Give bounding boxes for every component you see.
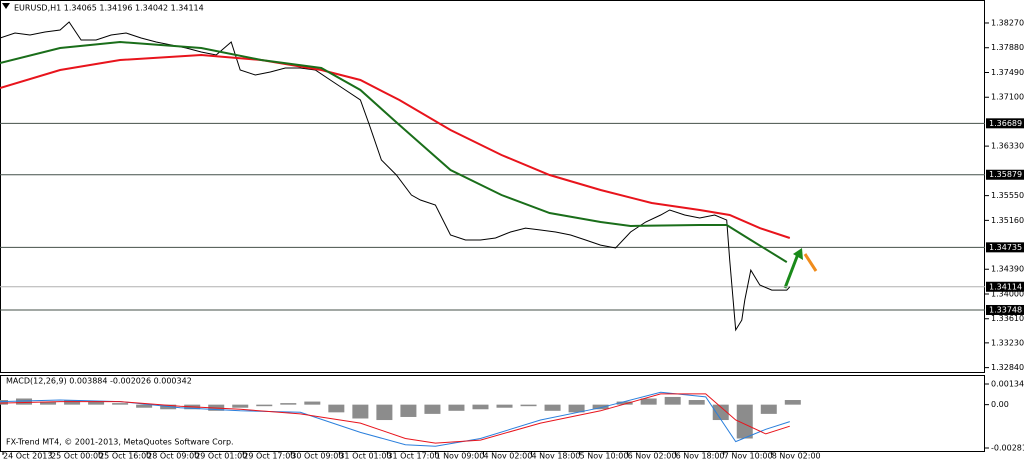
- last-price-label: 1.34114: [989, 282, 1022, 291]
- histogram-bar: [280, 403, 297, 405]
- y-tick-label: 1.37100: [991, 93, 1024, 102]
- x-tick-label: 1 Nov 09:00: [435, 452, 484, 461]
- histogram-bar: [232, 404, 249, 408]
- histogram-bar: [712, 404, 729, 421]
- histogram-bar: [400, 404, 417, 417]
- x-tick-label: 4 Nov 02:00: [483, 452, 532, 461]
- level-box: [986, 242, 1024, 253]
- y-tick-label: 0.001341: [991, 380, 1024, 389]
- histogram-bar: [376, 404, 393, 421]
- x-tick-label: 31 Oct 17:00: [387, 452, 439, 461]
- x-tick-label: 25 Oct 16:00: [99, 452, 151, 461]
- histogram-bar: [256, 404, 273, 407]
- histogram-bar: [568, 404, 585, 413]
- price-line: [0, 21, 791, 332]
- histogram-bar: [16, 398, 33, 405]
- histogram-bar: [640, 398, 657, 405]
- histogram-bar: [496, 404, 513, 408]
- arrow: [783, 253, 800, 289]
- y-tick-label: 1.35550: [991, 191, 1024, 200]
- histogram-bar: [544, 404, 561, 411]
- level-box: [986, 118, 1024, 129]
- indicator-line: [0, 391, 790, 447]
- y-tick-label: 1.32840: [991, 363, 1024, 372]
- x-tick-label: 6 Nov 02:00: [628, 452, 677, 461]
- histogram-bar: [424, 404, 441, 414]
- y-tick-label: 1.34390: [991, 265, 1024, 274]
- histogram-bar: [352, 404, 369, 419]
- histogram-bar: [520, 404, 537, 407]
- x-tick-label: 7 Nov 10:00: [724, 452, 773, 461]
- last-price-box: [986, 281, 1024, 292]
- main-panel: [0, 0, 985, 373]
- histogram-bar: [112, 403, 129, 405]
- histogram-bar: [0, 400, 8, 405]
- copyright: FX-Trend MT4, © 2001-2013, MetaQuotes So…: [6, 438, 234, 447]
- y-tick-label: 1.36330: [991, 142, 1024, 151]
- histogram-bar: [616, 401, 633, 405]
- x-tick-label: 8 Nov 02:00: [772, 452, 821, 461]
- x-tick-label: 5 Nov 10:00: [580, 452, 629, 461]
- histogram-bar: [64, 400, 81, 405]
- level-label: 1.35879: [989, 170, 1022, 179]
- histogram-bar: [592, 404, 609, 410]
- histogram-bar: [88, 401, 105, 405]
- x-tick-label: 24 Oct 2013: [3, 452, 52, 461]
- histogram-bar: [736, 404, 753, 439]
- histogram-bar: [40, 401, 57, 405]
- level-box: [986, 304, 1024, 315]
- y-tick-label: 1.34000: [991, 289, 1024, 298]
- moving-average: [0, 40, 788, 263]
- histogram-bar: [784, 400, 801, 405]
- macd-panel: [0, 375, 985, 452]
- y-tick-label: 1.35160: [991, 216, 1024, 225]
- histogram-bar: [760, 404, 777, 414]
- x-tick-label: 30 Oct 09:00: [291, 452, 343, 461]
- y-tick-label: 0.00: [991, 400, 1009, 409]
- y-tick-label: -0.002816: [991, 444, 1024, 453]
- y-tick-label: 1.37880: [991, 43, 1024, 52]
- level-label: 1.33748: [989, 305, 1022, 314]
- level-box: [986, 169, 1024, 180]
- x-tick-label: 6 Nov 18:00: [676, 452, 725, 461]
- x-tick-label: 29 Oct 01:00: [195, 452, 247, 461]
- arrow-head: [793, 248, 803, 260]
- histogram-bar: [448, 404, 465, 411]
- moving-average: [0, 53, 791, 239]
- histogram-bar: [304, 401, 321, 405]
- x-tick-label: 31 Oct 01:00: [339, 452, 391, 461]
- x-tick-label: 29 Oct 17:00: [243, 452, 295, 461]
- y-tick-label: 1.37490: [991, 68, 1024, 77]
- x-tick-label: 25 Oct 00:00: [51, 452, 103, 461]
- x-tick-label: 4 Nov 18:00: [532, 452, 581, 461]
- indicator-title: MACD(12,26,9) 0.003884 -0.002026 0.00034…: [6, 377, 192, 386]
- indicator-line: [0, 393, 790, 444]
- level-label: 1.36689: [989, 119, 1022, 128]
- y-tick-label: 1.33230: [991, 338, 1024, 347]
- histogram-bar: [688, 400, 705, 405]
- chart-title: EURUSD,H1 1.34065 1.34196 1.34042 1.3411…: [14, 4, 204, 13]
- icon: [2, 3, 10, 9]
- y-tick-label: 1.38270: [991, 18, 1024, 27]
- level-label: 1.34735: [989, 243, 1022, 252]
- histogram-bar: [664, 396, 681, 405]
- x-tick-label: 28 Oct 09:00: [147, 452, 199, 461]
- y-tick-label: 1.33610: [991, 314, 1024, 323]
- histogram-bar: [472, 404, 489, 410]
- histogram-bar: [136, 404, 153, 408]
- arrow: [803, 253, 818, 272]
- histogram-bar: [328, 404, 345, 413]
